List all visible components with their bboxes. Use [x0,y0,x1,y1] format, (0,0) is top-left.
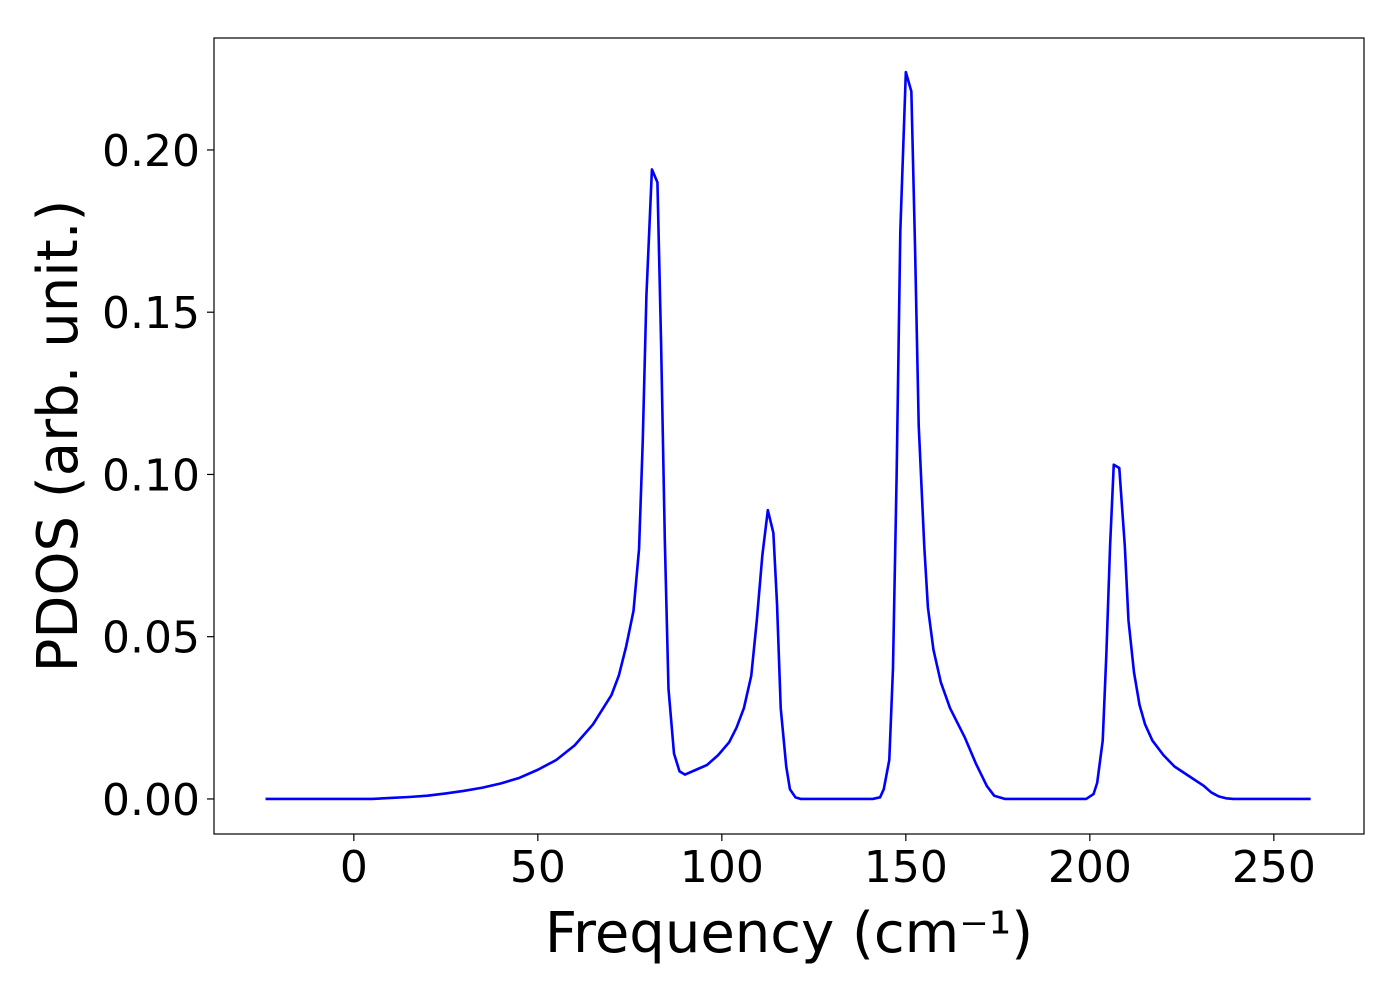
x-tick-label: 100 [680,842,764,893]
x-tick-label: 50 [510,842,566,893]
x-tick-label: 150 [864,842,948,893]
y-tick-label: 0.10 [102,450,200,501]
x-axis-label: Frequency (cm⁻¹) [545,901,1033,966]
x-tick-label: 200 [1048,842,1132,893]
x-tick-label: 250 [1232,842,1316,893]
x-tick-label: 0 [340,842,368,893]
y-tick-label: 0.20 [102,126,200,177]
y-tick-label: 0.15 [102,288,200,339]
plot-frame [213,37,1365,835]
pdos-line [265,70,1311,801]
y-tick-label: 0.00 [102,775,200,826]
y-tick-label: 0.05 [102,613,200,664]
y-axis-label: PDOS (arb. unit.) [26,200,91,673]
